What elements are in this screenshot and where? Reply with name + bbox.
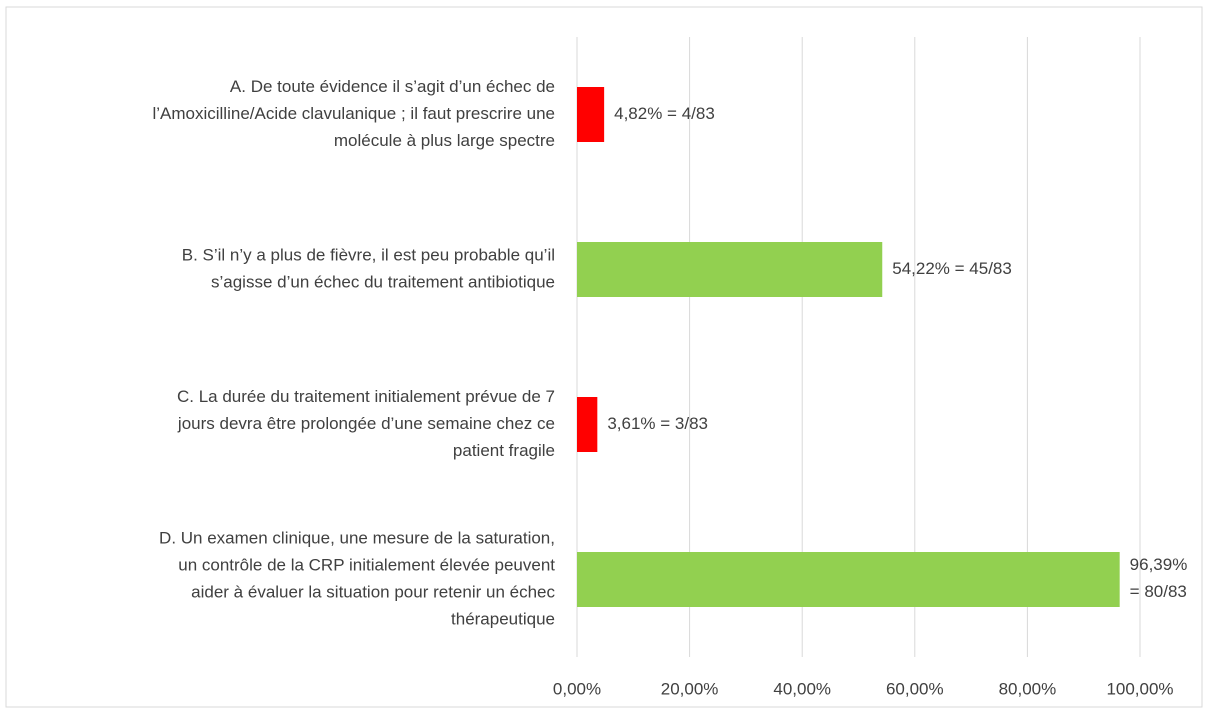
value-label-line: 96,39% bbox=[1130, 555, 1188, 574]
y-tick-label: un contrôle de la CRP initialement élevé… bbox=[178, 555, 555, 574]
x-tick-label: 20,00% bbox=[661, 679, 719, 698]
y-tick-label: jours devra être prolongée d’une semaine… bbox=[177, 414, 555, 433]
value-label: 3,61% = 3/83 bbox=[607, 414, 708, 433]
bar bbox=[577, 552, 1120, 607]
x-tick-label: 0,00% bbox=[553, 679, 601, 698]
value-label-line: = 80/83 bbox=[1130, 582, 1187, 601]
y-tick-label: thérapeutique bbox=[451, 609, 555, 628]
y-tick-label: aider à évaluer la situation pour reteni… bbox=[191, 582, 555, 601]
y-tick-label: D. Un examen clinique, une mesure de la … bbox=[159, 528, 555, 547]
y-tick-label: molécule à plus large spectre bbox=[334, 131, 555, 150]
y-tick-label: s’agisse d’un échec du traitement antibi… bbox=[211, 272, 555, 291]
bar bbox=[577, 87, 605, 142]
bar bbox=[577, 397, 598, 452]
x-tick-label: 100,00% bbox=[1106, 679, 1173, 698]
x-tick-label: 80,00% bbox=[999, 679, 1057, 698]
y-tick-label: l’Amoxicilline/Acide clavulanique ; il f… bbox=[152, 104, 555, 123]
x-tick-label: 60,00% bbox=[886, 679, 944, 698]
bar bbox=[577, 242, 883, 297]
y-tick-label: C. La durée du traitement initialement p… bbox=[177, 387, 555, 406]
y-tick-label: A. De toute évidence il s’agit d’un éche… bbox=[230, 77, 555, 96]
x-tick-label: 40,00% bbox=[773, 679, 831, 698]
y-tick-label: patient fragile bbox=[453, 441, 555, 460]
value-label: 54,22% = 45/83 bbox=[892, 259, 1012, 278]
value-label: 4,82% = 4/83 bbox=[614, 104, 715, 123]
value-label: 96,39% = 80/83 bbox=[1130, 555, 1188, 601]
y-tick-label: B. S’il n’y a plus de fièvre, il est peu… bbox=[182, 245, 555, 264]
